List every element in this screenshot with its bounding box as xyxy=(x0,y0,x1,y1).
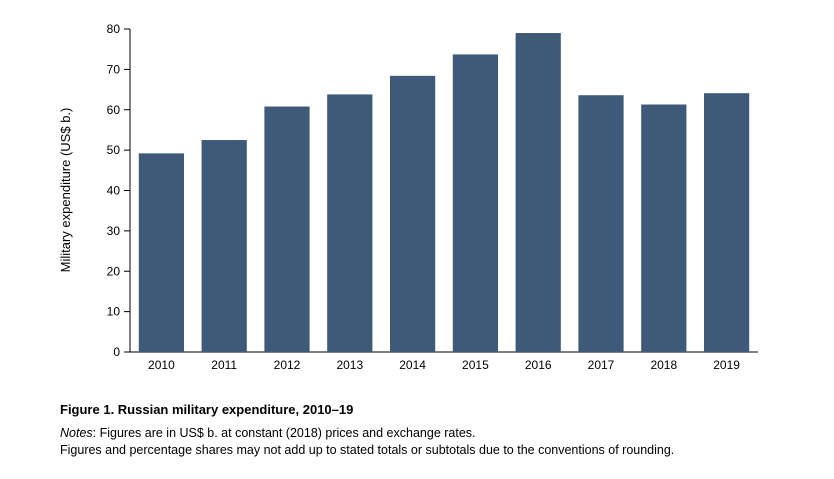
figure-title: Figure 1. Russian military expenditure, … xyxy=(60,402,354,417)
y-axis-label: Military expenditure (US$ b.) xyxy=(58,108,73,273)
x-tick-label: 2019 xyxy=(713,358,740,372)
y-tick-label: 30 xyxy=(107,224,121,238)
notes-text-1: : Figures are in US$ b. at constant (201… xyxy=(92,426,476,440)
bar-2019 xyxy=(703,93,750,352)
bar-2011 xyxy=(201,140,247,352)
bar-2016 xyxy=(515,33,561,352)
y-tick-label: 0 xyxy=(113,345,120,359)
x-tick-label: 2012 xyxy=(274,358,301,372)
y-tick-label: 10 xyxy=(107,305,121,319)
y-tick-label: 60 xyxy=(107,103,121,117)
bar-2017 xyxy=(578,95,624,352)
bar-2012 xyxy=(264,106,310,353)
notes-label: Notes xyxy=(60,426,93,440)
x-tick-label: 2017 xyxy=(588,358,615,372)
bar-2015 xyxy=(452,54,499,352)
y-axis: 0 10 20 30 40 50 60 70 80 xyxy=(107,22,131,359)
x-tick-label: 2016 xyxy=(525,358,552,372)
bars xyxy=(138,33,750,353)
bar-2013 xyxy=(327,94,373,352)
x-tick-label: 2015 xyxy=(462,358,489,372)
bar-chart: Military expenditure (US$ b.) 0 10 20 30 40 5… xyxy=(58,22,758,372)
y-tick-label: 70 xyxy=(107,62,121,76)
y-tick-label: 40 xyxy=(107,184,121,198)
x-tick-label: 2010 xyxy=(148,358,175,372)
y-tick-label: 50 xyxy=(107,143,121,157)
y-tick-label: 20 xyxy=(107,264,121,278)
bar-2010 xyxy=(138,153,185,352)
bar-2014 xyxy=(389,75,436,353)
notes-line-2: Figures and percentage shares may not ad… xyxy=(60,443,675,457)
x-tick-label: 2018 xyxy=(650,358,677,372)
x-tick-label: 2014 xyxy=(399,358,426,372)
y-tick-label: 80 xyxy=(107,22,121,36)
figure-notes: Notes: Figures are in US$ b. at constant… xyxy=(60,425,674,459)
x-axis: 2010 2011 2012 2013 2014 2015 2016 2017 2018 2019 xyxy=(130,351,758,372)
bar-2018 xyxy=(641,104,687,352)
x-tick-label: 2011 xyxy=(211,358,237,372)
x-tick-label: 2013 xyxy=(336,358,363,372)
notes-line-1: Notes: Figures are in US$ b. at constant… xyxy=(60,425,674,442)
